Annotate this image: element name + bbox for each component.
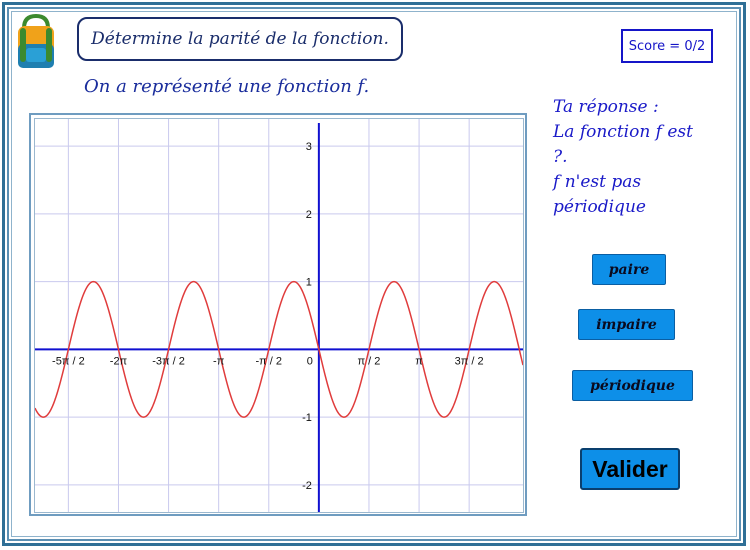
- periodique-button[interactable]: périodique: [572, 370, 693, 401]
- x-tick-label: -2π: [110, 355, 128, 367]
- x-tick-label: -5π / 2: [52, 355, 85, 367]
- answer-line: périodique: [553, 197, 646, 217]
- y-tick-label: -1: [302, 412, 312, 424]
- middle-frame: [7, 7, 741, 541]
- inner-frame: [11, 11, 737, 537]
- x-tick-label: 3π / 2: [455, 355, 484, 367]
- backpack-icon: [18, 14, 54, 68]
- score-badge: Score = 0/2: [621, 29, 713, 63]
- task-title: Détermine la parité de la fonction.: [77, 17, 403, 61]
- function-plot: -5π / 2 -2π -3π / 2 -π -π / 2 π / 2 π 3π / 2 0 3 2…: [35, 119, 523, 512]
- answer-line: La fonction f est: [553, 122, 693, 142]
- paire-button[interactable]: paire: [592, 254, 666, 285]
- answer-line: f n'est pas: [553, 172, 642, 192]
- answer-value: ?.: [553, 147, 568, 167]
- answer-heading: Ta réponse :: [553, 97, 659, 117]
- answer-panel: Ta réponse : La fonction f est ?. f n'es…: [553, 95, 733, 220]
- y-tick-label: -2: [302, 480, 312, 492]
- x-tick-label: π / 2: [358, 355, 381, 367]
- x-tick-label: -π: [213, 355, 225, 367]
- x-tick-label: -3π / 2: [152, 355, 185, 367]
- x-tick-label: π: [415, 355, 423, 367]
- graph-frame: -5π / 2 -2π -3π / 2 -π -π / 2 π / 2 π 3π / 2 0 3 2…: [29, 113, 527, 516]
- impaire-button[interactable]: impaire: [578, 309, 675, 340]
- function-curve: [35, 280, 523, 418]
- origin-label: 0: [307, 355, 313, 367]
- y-tick-label: 2: [306, 209, 312, 221]
- question-text: On a représenté une fonction f.: [84, 76, 370, 97]
- valider-button[interactable]: Valider: [580, 448, 680, 490]
- x-tick-label: -π / 2: [255, 355, 282, 367]
- y-tick-label: 3: [306, 141, 312, 153]
- graph-panel: -5π / 2 -2π -3π / 2 -π -π / 2 π / 2 π 3π / 2 0 3 2…: [34, 118, 524, 513]
- y-tick-label: 1: [306, 277, 312, 289]
